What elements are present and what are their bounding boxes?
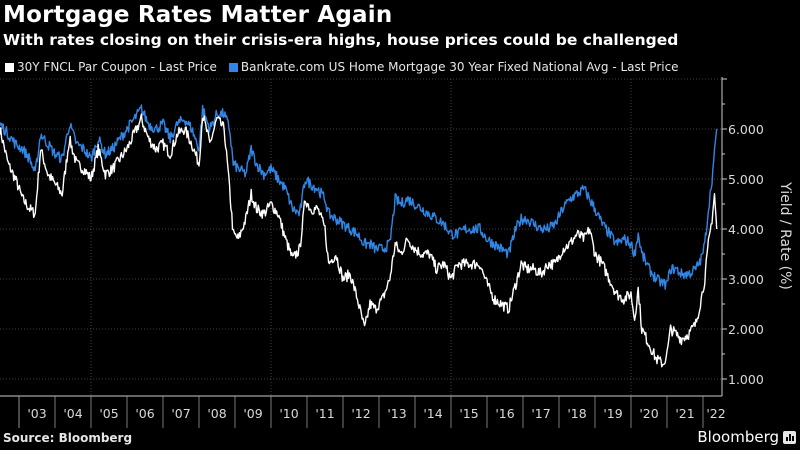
series-line-bankrate <box>0 104 718 290</box>
chart-subtitle: With rates closing on their crisis-era h… <box>3 31 679 49</box>
x-tick-label: '15 <box>459 406 478 421</box>
x-tick-label: '13 <box>387 406 406 421</box>
x-tick-label: '05 <box>99 406 118 421</box>
legend-swatch-blue <box>228 62 238 72</box>
x-tick-label: '03 <box>27 406 46 421</box>
x-tick-label: '22 <box>706 406 725 421</box>
x-tick-label: '19 <box>603 406 622 421</box>
series-lines <box>0 104 718 368</box>
series-line-fncl <box>0 113 718 368</box>
y-tick-label: 6.000 <box>728 122 764 137</box>
bloomberg-logo: Bloomberg <box>697 428 796 446</box>
x-tick-label: '07 <box>171 406 190 421</box>
x-tick-label: '10 <box>279 406 298 421</box>
x-tick-label: '04 <box>63 406 82 421</box>
source-note: Source: Bloomberg <box>3 431 133 445</box>
x-tick-label: '14 <box>423 406 442 421</box>
x-tick-label: '20 <box>639 406 658 421</box>
x-tick-label: '09 <box>243 406 262 421</box>
x-tick-label: '08 <box>207 406 226 421</box>
chart-title: Mortgage Rates Matter Again <box>3 2 393 28</box>
y-tick-label: 2.000 <box>728 322 764 337</box>
legend-item-bankrate: Bankrate.com US Home Mortgage 30 Year Fi… <box>228 60 679 74</box>
legend-label-fncl: 30Y FNCL Par Coupon - Last Price <box>17 60 217 74</box>
axes: 1.000 2.000 3.000 4.000 5.000 6.000 '03 '04 '05 '… <box>0 77 764 428</box>
x-tick-label: '12 <box>351 406 370 421</box>
y-tick-label: 4.000 <box>728 222 764 237</box>
x-tick-label: '06 <box>135 406 154 421</box>
y-tick-label: 5.000 <box>728 172 764 187</box>
gridlines <box>0 78 722 396</box>
x-tick-label: '17 <box>531 406 550 421</box>
brand-name: Bloomberg <box>697 428 779 446</box>
x-tick-label: '11 <box>315 406 334 421</box>
x-tick-label: '16 <box>495 406 514 421</box>
x-tick-label: '21 <box>675 406 694 421</box>
y-tick-label: 3.000 <box>728 272 764 287</box>
x-tick-label: '18 <box>567 406 586 421</box>
legend: 30Y FNCL Par Coupon - Last Price Bankrat… <box>5 60 679 74</box>
legend-item-fncl: 30Y FNCL Par Coupon - Last Price <box>5 60 217 74</box>
legend-label-bankrate: Bankrate.com US Home Mortgage 30 Year Fi… <box>240 60 679 74</box>
y-axis-label: Yield / Rate (%) <box>777 181 793 290</box>
y-tick-label: 1.000 <box>728 372 764 387</box>
bloomberg-chart-icon <box>783 430 796 444</box>
legend-swatch-white <box>5 62 14 72</box>
